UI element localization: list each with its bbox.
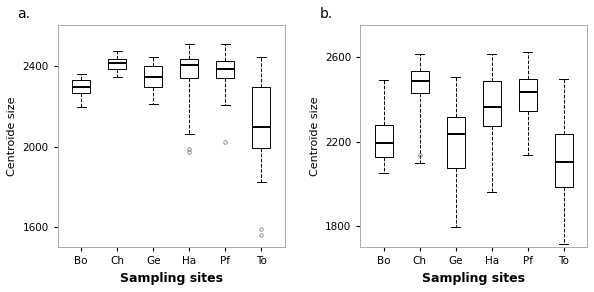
PathPatch shape <box>216 61 234 78</box>
Text: a.: a. <box>17 7 30 21</box>
PathPatch shape <box>555 134 573 187</box>
PathPatch shape <box>375 125 393 157</box>
PathPatch shape <box>252 87 270 147</box>
PathPatch shape <box>410 71 429 93</box>
Y-axis label: Centroïde size: Centroïde size <box>7 97 17 176</box>
PathPatch shape <box>144 66 162 87</box>
PathPatch shape <box>447 117 465 168</box>
PathPatch shape <box>180 59 198 78</box>
PathPatch shape <box>519 79 536 111</box>
PathPatch shape <box>72 80 90 93</box>
Y-axis label: Centroïde size: Centroïde size <box>309 97 320 176</box>
PathPatch shape <box>483 81 501 126</box>
PathPatch shape <box>108 59 126 69</box>
X-axis label: Sampling sites: Sampling sites <box>422 272 525 285</box>
X-axis label: Sampling sites: Sampling sites <box>119 272 223 285</box>
Text: b.: b. <box>320 7 333 21</box>
